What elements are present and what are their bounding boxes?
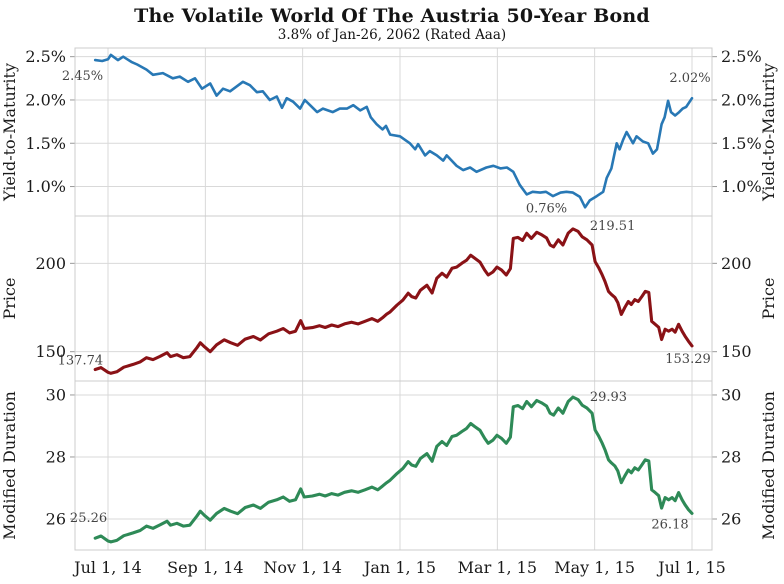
price-ytick-right: 200 — [721, 254, 752, 273]
price-line — [93, 227, 694, 375]
x-tick-label: Mar 1, 15 — [458, 558, 537, 577]
yield-to-maturity-annotation: 2.45% — [62, 69, 103, 84]
price-y-gridlines: 200 200 150 150 — [35, 254, 751, 361]
price-axis-title-left: Price — [0, 278, 19, 320]
modified-duration-ytick-right: 28 — [721, 447, 741, 466]
modified-duration-y-gridlines: 30 30 28 28 26 26 — [46, 385, 742, 528]
modified-duration-ytick-left: 30 — [46, 385, 66, 404]
yield-to-maturity-annotation: 2.02% — [669, 71, 710, 86]
yield-to-maturity-line — [93, 53, 694, 209]
yield-to-maturity-ytick-right: 1.5% — [721, 134, 762, 153]
modified-duration-ytick-left: 28 — [46, 447, 66, 466]
modified-duration-ytick-right: 26 — [721, 509, 741, 528]
modified-duration-border — [74, 380, 713, 551]
yield-to-maturity-ytick-right: 1.0% — [721, 177, 762, 196]
price-annotation: 137.74 — [58, 354, 104, 369]
modified-duration-line — [93, 395, 694, 544]
price-ytick-left: 150 — [35, 342, 66, 361]
price-annotation: 153.29 — [665, 352, 711, 367]
modified-duration-ytick-right: 30 — [721, 385, 741, 404]
price-ytick-left: 200 — [35, 254, 66, 273]
yield-to-maturity-ytick-right: 2.0% — [721, 90, 762, 109]
modified-duration-axis-title-left: Modified Duration — [0, 391, 19, 540]
yield-to-maturity-ytick-left: 1.5% — [25, 134, 66, 153]
x-axis-labels: Jul 1, 14 Sep 1, 14 Nov 1, 14 Jan 1, 15 Mar … — [72, 558, 726, 577]
yield-to-maturity-ytick-left: 2.0% — [25, 90, 66, 109]
yield-to-maturity-border — [74, 47, 713, 217]
modified-duration-x-gridlines — [107, 381, 693, 550]
yield-to-maturity-y-gridlines: 2.5% 2.5% 2.0% 2.0% 1.5% 1.5% 1.0% 1.0% — [25, 47, 761, 196]
yield-to-maturity-ytick-left: 2.5% — [25, 47, 66, 66]
modified-duration-annotation: 26.18 — [651, 517, 688, 532]
x-tick-label: Sep 1, 14 — [167, 558, 243, 577]
yield-to-maturity-annotation: 0.76% — [526, 201, 567, 216]
yield-to-maturity-ytick-right: 2.5% — [721, 47, 762, 66]
modified-duration-panel: 30 30 28 28 26 26 25.26 29.93 26.18 Modified Dura… — [0, 380, 778, 551]
modified-duration-axis-title-right: Modified Duration — [759, 391, 778, 540]
chart-subtitle: 3.8% of Jan-26, 2062 (Rated Aaa) — [277, 27, 507, 43]
chart-title: The Volatile World Of The Austria 50-Yea… — [134, 5, 650, 27]
modified-duration-annotation: 25.26 — [70, 511, 107, 526]
yield-to-maturity-panel: 2.5% 2.5% 2.0% 2.0% 1.5% 1.5% 1.0% 1.0% 2.45% 0.7… — [0, 47, 778, 217]
x-tick-label: Jul 1, 15 — [656, 558, 726, 577]
modified-duration-annotation: 29.93 — [590, 390, 627, 405]
x-tick-label: Jan 1, 15 — [362, 558, 436, 577]
x-tick-label: Jul 1, 14 — [72, 558, 142, 577]
x-tick-label: May 1, 15 — [554, 558, 635, 577]
yield-to-maturity-x-gridlines — [107, 48, 693, 216]
price-axis-title-right: Price — [759, 278, 778, 320]
modified-duration-ytick-left: 26 — [46, 509, 66, 528]
price-ytick-right: 150 — [721, 342, 752, 361]
yield-to-maturity-axis-title-right: Yield-to-Maturity — [759, 63, 778, 202]
yield-to-maturity-axis-title-left: Yield-to-Maturity — [0, 63, 19, 202]
price-annotation: 219.51 — [590, 219, 636, 234]
x-tick-label: Nov 1, 14 — [263, 558, 341, 577]
price-x-gridlines — [107, 216, 693, 381]
yield-to-maturity-ytick-left: 1.0% — [25, 177, 66, 196]
